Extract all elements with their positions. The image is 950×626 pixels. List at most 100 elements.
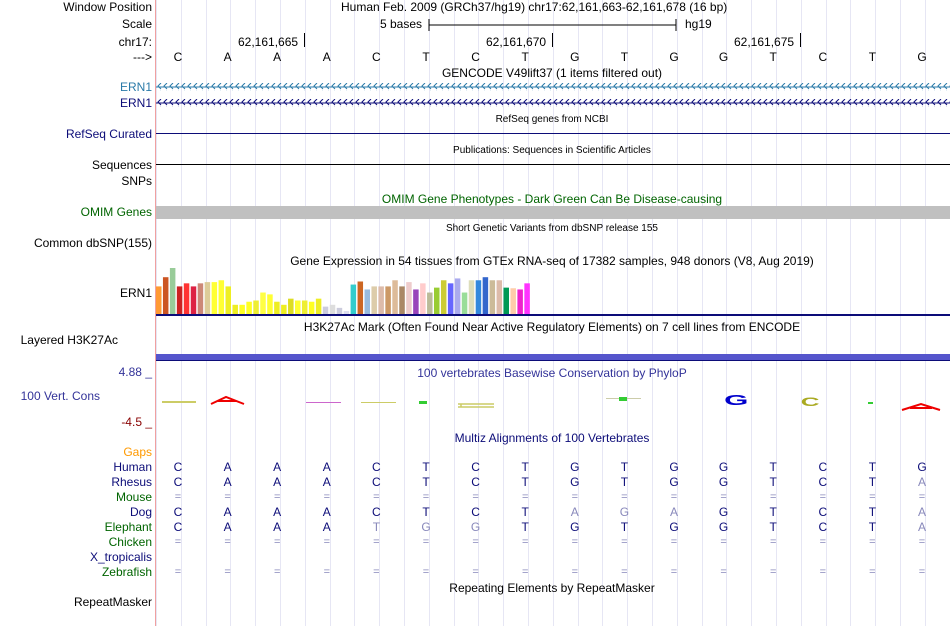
gtex-tissue-bar[interactable] bbox=[260, 292, 266, 314]
reference-base: T bbox=[422, 50, 430, 64]
gtex-tissue-bar[interactable] bbox=[301, 300, 308, 314]
gtex-tissue-bar[interactable] bbox=[413, 289, 419, 314]
gtex-tissue-bar[interactable] bbox=[461, 292, 468, 314]
alignment-base: = bbox=[769, 536, 777, 548]
gtex-tissue-bar[interactable] bbox=[156, 286, 162, 314]
gtex-tissue-bar[interactable] bbox=[420, 283, 426, 314]
gtex-tissue-bar[interactable] bbox=[378, 286, 384, 314]
gtex-tissue-bar[interactable] bbox=[385, 286, 391, 314]
track-area[interactable]: Human Feb. 2009 (GRCh37/hg19) chr17:62,1… bbox=[156, 0, 950, 626]
species-label-elephant[interactable]: Elephant bbox=[104, 520, 152, 534]
snps-label[interactable]: SNPs bbox=[121, 174, 152, 188]
gtex-tissue-bar[interactable] bbox=[308, 301, 315, 314]
alignment-base: = bbox=[174, 491, 182, 503]
gtex-tissue-bar[interactable] bbox=[190, 286, 197, 314]
cons-mark bbox=[361, 402, 396, 403]
cons-mark bbox=[619, 397, 627, 401]
gtex-tissue-bar[interactable] bbox=[489, 280, 496, 314]
species-label-zebrafish[interactable]: Zebrafish bbox=[101, 565, 152, 579]
grid-line bbox=[900, 0, 901, 626]
gtex-tissue-bar[interactable] bbox=[315, 298, 322, 314]
refseq-label[interactable]: RefSeq Curated bbox=[65, 127, 152, 141]
gtex-tissue-bar[interactable] bbox=[288, 298, 294, 314]
gtex-tissue-bar[interactable] bbox=[218, 280, 225, 314]
gtex-tissue-bar[interactable] bbox=[510, 288, 516, 314]
gtex-tissue-bar[interactable] bbox=[232, 304, 238, 314]
gtex-tissue-bar[interactable] bbox=[399, 286, 405, 314]
gtex-tissue-bar[interactable] bbox=[225, 286, 232, 314]
gtex-tissue-bar[interactable] bbox=[253, 300, 259, 314]
gtex-tissue-bar[interactable] bbox=[246, 301, 252, 314]
species-label-gaps[interactable]: Gaps bbox=[123, 445, 152, 459]
dbsnp-label[interactable]: Common dbSNP(155) bbox=[33, 236, 152, 250]
species-label-rhesus[interactable]: Rhesus bbox=[111, 475, 152, 489]
alignment-base: G bbox=[669, 460, 679, 474]
gtex-tissue-bar[interactable] bbox=[392, 280, 398, 314]
gtex-tissue-bar[interactable] bbox=[406, 282, 412, 314]
reference-base: T bbox=[521, 50, 529, 64]
h3k27ac-signal[interactable] bbox=[156, 354, 950, 360]
alignment-base: C bbox=[173, 460, 183, 474]
gtex-tissue-bar[interactable] bbox=[503, 287, 510, 314]
h3k27ac-baseline bbox=[156, 360, 950, 361]
gtex-tissue-bar[interactable] bbox=[517, 289, 523, 314]
gencode-ern1-label-2[interactable]: ERN1 bbox=[119, 96, 152, 110]
sequences-line[interactable] bbox=[156, 164, 950, 165]
alignment-base: C bbox=[173, 475, 183, 489]
species-label-x_tropicalis[interactable]: X_tropicalis bbox=[89, 550, 152, 564]
cons-logo[interactable]: G C bbox=[156, 384, 950, 414]
gtex-tissue-bar[interactable] bbox=[427, 292, 433, 314]
gtex-title: Gene Expression in 54 tissues from GTEx … bbox=[290, 254, 814, 268]
h3k27ac-label[interactable]: Layered H3K27Ac bbox=[20, 333, 118, 347]
gtex-tissue-bar[interactable] bbox=[162, 277, 169, 314]
cons-mark bbox=[306, 402, 341, 403]
gtex-tissue-bar[interactable] bbox=[197, 283, 204, 314]
alignment-base: C bbox=[173, 505, 183, 519]
gtex-tissue-bar[interactable] bbox=[434, 287, 440, 314]
alignment-base: = bbox=[918, 536, 926, 548]
gtex-tissue-bar[interactable] bbox=[440, 280, 447, 314]
gtex-tissue-bar[interactable] bbox=[183, 283, 190, 314]
gtex-tissue-bar[interactable] bbox=[295, 300, 301, 314]
gtex-tissue-bar[interactable] bbox=[204, 282, 211, 314]
repeatmasker-label[interactable]: RepeatMasker bbox=[73, 595, 152, 609]
gtex-tissue-bar[interactable] bbox=[357, 281, 364, 314]
gtex-tissue-bar[interactable] bbox=[274, 301, 280, 314]
omim-label[interactable]: OMIM Genes bbox=[80, 205, 152, 219]
omim-bar[interactable] bbox=[156, 206, 950, 219]
ruler-tick-2 bbox=[552, 33, 553, 47]
gtex-tissue-bar[interactable] bbox=[239, 304, 245, 314]
gtex-label[interactable]: ERN1 bbox=[119, 286, 152, 300]
gtex-barchart[interactable] bbox=[156, 267, 556, 315]
refseq-gene-line[interactable] bbox=[156, 133, 950, 134]
species-label-chicken[interactable]: Chicken bbox=[108, 535, 152, 549]
species-label-dog[interactable]: Dog bbox=[129, 505, 152, 519]
gtex-tissue-bar[interactable] bbox=[176, 286, 183, 314]
gtex-tissue-bar[interactable] bbox=[350, 284, 357, 314]
gtex-tissue-bar[interactable] bbox=[329, 304, 336, 314]
gtex-tissue-bar[interactable] bbox=[267, 294, 273, 314]
gtex-tissue-bar[interactable] bbox=[524, 283, 530, 314]
gtex-tissue-bar[interactable] bbox=[169, 268, 176, 314]
gencode-ern1-label[interactable]: ERN1 bbox=[119, 80, 152, 94]
gtex-tissue-bar[interactable] bbox=[343, 310, 350, 314]
species-label-mouse[interactable]: Mouse bbox=[115, 490, 152, 504]
gtex-tissue-bar[interactable] bbox=[211, 282, 218, 314]
gtex-tissue-bar[interactable] bbox=[475, 280, 482, 314]
gtex-tissue-bar[interactable] bbox=[496, 280, 503, 314]
sequences-label[interactable]: Sequences bbox=[91, 158, 152, 172]
gtex-tissue-bar[interactable] bbox=[454, 278, 461, 314]
gtex-tissue-bar[interactable] bbox=[482, 277, 489, 314]
gtex-tissue-bar[interactable] bbox=[336, 307, 343, 314]
cons-label[interactable]: 100 Vert. Cons bbox=[20, 389, 100, 403]
gencode-tracks[interactable] bbox=[156, 82, 950, 110]
assembly-label: hg19 bbox=[685, 17, 712, 31]
species-label-human[interactable]: Human bbox=[113, 460, 152, 474]
gtex-tissue-bar[interactable] bbox=[447, 283, 454, 314]
gtex-tissue-bar[interactable] bbox=[322, 306, 329, 314]
gtex-tissue-bar[interactable] bbox=[468, 280, 475, 314]
gtex-tissue-bar[interactable] bbox=[364, 289, 371, 314]
gtex-tissue-bar[interactable] bbox=[281, 304, 287, 314]
gtex-tissue-bar[interactable] bbox=[371, 286, 377, 314]
reference-base: C bbox=[372, 50, 381, 64]
